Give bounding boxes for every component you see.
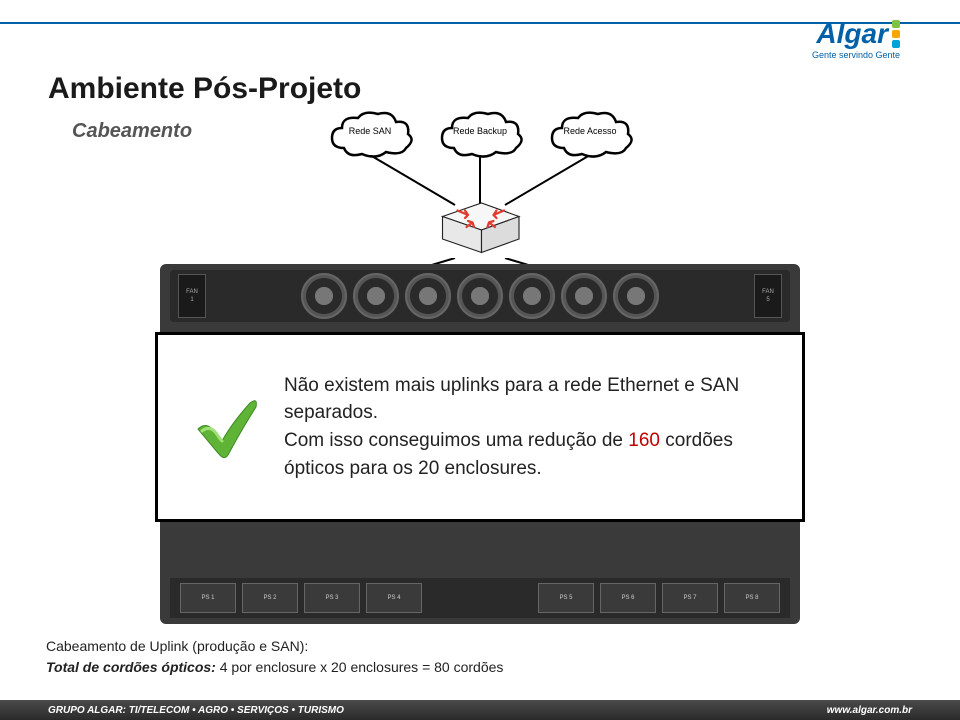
summary-bold: Total de cordões ópticos: xyxy=(46,659,216,675)
network-clouds: Rede SAN Rede Backup Rede Acesso xyxy=(0,110,960,160)
psu-slot: PS 4 xyxy=(366,583,422,613)
fan-icon xyxy=(405,273,451,319)
brand-name: Algar xyxy=(816,18,888,50)
footer-bar: GRUPO ALGAR: TI/TELECOM • AGRO • SERVIÇO… xyxy=(0,700,960,720)
callout-line1: Não existem mais uplinks para a rede Eth… xyxy=(284,375,739,424)
fan-number: 5 xyxy=(766,297,769,303)
fan-icon xyxy=(613,273,659,319)
psu-slot: PS 5 xyxy=(538,583,594,613)
psu-slot: PS 1 xyxy=(180,583,236,613)
summary-rest: 4 por enclosure x 20 enclosures = 80 cor… xyxy=(216,659,504,675)
psu-slot: PS 3 xyxy=(304,583,360,613)
brand-tagline: Gente servindo Gente xyxy=(812,50,900,60)
fan-side-right: FAN 5 xyxy=(754,274,782,318)
fan-icon xyxy=(561,273,607,319)
summary-row1: Cabeamento de Uplink (produção e SAN): xyxy=(46,636,503,657)
summary-row2: Total de cordões ópticos: 4 por enclosur… xyxy=(46,657,503,678)
cloud-san: Rede SAN xyxy=(324,110,416,160)
fan-icon xyxy=(301,273,347,319)
cloud-label: Rede SAN xyxy=(324,126,416,136)
callout-text: Não existem mais uplinks para a rede Eth… xyxy=(276,372,774,482)
brand-dot xyxy=(892,30,900,38)
cloud-label: Rede Backup xyxy=(434,126,526,136)
fan-number: 1 xyxy=(190,297,193,303)
brand-dot xyxy=(892,40,900,48)
callout-red-number: 160 xyxy=(628,430,660,451)
page-title: Ambiente Pós-Projeto xyxy=(48,72,361,106)
footer-right: www.algar.com.br xyxy=(827,705,912,716)
psu-row: PS 1 PS 2 PS 3 PS 4 PS 5 PS 6 PS 7 PS 8 xyxy=(170,578,790,618)
brand-mark xyxy=(892,19,900,49)
callout-line2-pre: Com isso conseguimos uma redução de xyxy=(284,430,628,451)
brand-dot xyxy=(892,20,900,28)
summary-text: Cabeamento de Uplink (produção e SAN): T… xyxy=(46,636,503,678)
cloud-backup: Rede Backup xyxy=(434,110,526,160)
psu-slot: PS 8 xyxy=(724,583,780,613)
psu-slot: PS 6 xyxy=(600,583,656,613)
router-diagram xyxy=(0,200,960,260)
fan-label: FAN xyxy=(762,289,774,295)
cloud-acesso: Rede Acesso xyxy=(544,110,636,160)
psu-slot: PS 2 xyxy=(242,583,298,613)
callout-box: Não existem mais uplinks para a rede Eth… xyxy=(155,332,805,522)
fan-icon xyxy=(457,273,503,319)
fan-row: FAN 1 FAN 5 xyxy=(170,270,790,322)
fan-icon xyxy=(353,273,399,319)
cloud-label: Rede Acesso xyxy=(544,126,636,136)
brand-logo: Algar xyxy=(816,18,900,50)
fan-side-left: FAN 1 xyxy=(178,274,206,318)
fan-label: FAN xyxy=(186,289,198,295)
fan-icon xyxy=(509,273,555,319)
psu-slot: PS 7 xyxy=(662,583,718,613)
fans xyxy=(301,273,659,319)
checkmark-icon xyxy=(186,387,266,467)
footer-left: GRUPO ALGAR: TI/TELECOM • AGRO • SERVIÇO… xyxy=(48,705,344,716)
